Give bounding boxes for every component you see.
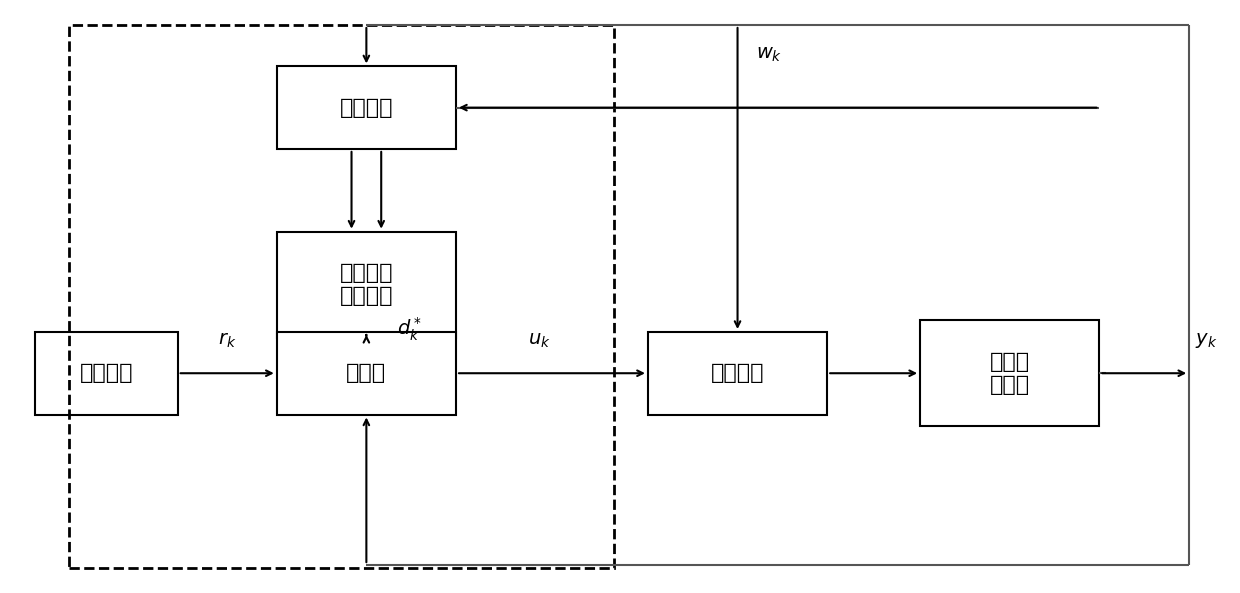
Text: $d_k^*$: $d_k^*$ xyxy=(397,315,422,343)
FancyBboxPatch shape xyxy=(277,232,456,338)
Text: 位置检
测模块: 位置检 测模块 xyxy=(990,352,1029,395)
FancyBboxPatch shape xyxy=(277,332,456,415)
Text: $y_k$: $y_k$ xyxy=(1195,331,1218,350)
FancyBboxPatch shape xyxy=(647,332,827,415)
Text: 存储模块: 存储模块 xyxy=(340,98,393,117)
FancyBboxPatch shape xyxy=(920,320,1100,426)
Text: $w_k$: $w_k$ xyxy=(756,45,782,64)
Text: 给定模块: 给定模块 xyxy=(79,364,134,383)
FancyBboxPatch shape xyxy=(36,332,177,415)
Text: 控制器: 控制器 xyxy=(346,364,387,383)
FancyBboxPatch shape xyxy=(277,66,456,149)
Text: $u_k$: $u_k$ xyxy=(528,331,551,350)
Text: 伺服对象: 伺服对象 xyxy=(711,364,764,383)
Text: $r_k$: $r_k$ xyxy=(218,331,237,350)
Text: 干扰差分
补偿模块: 干扰差分 补偿模块 xyxy=(340,263,393,307)
